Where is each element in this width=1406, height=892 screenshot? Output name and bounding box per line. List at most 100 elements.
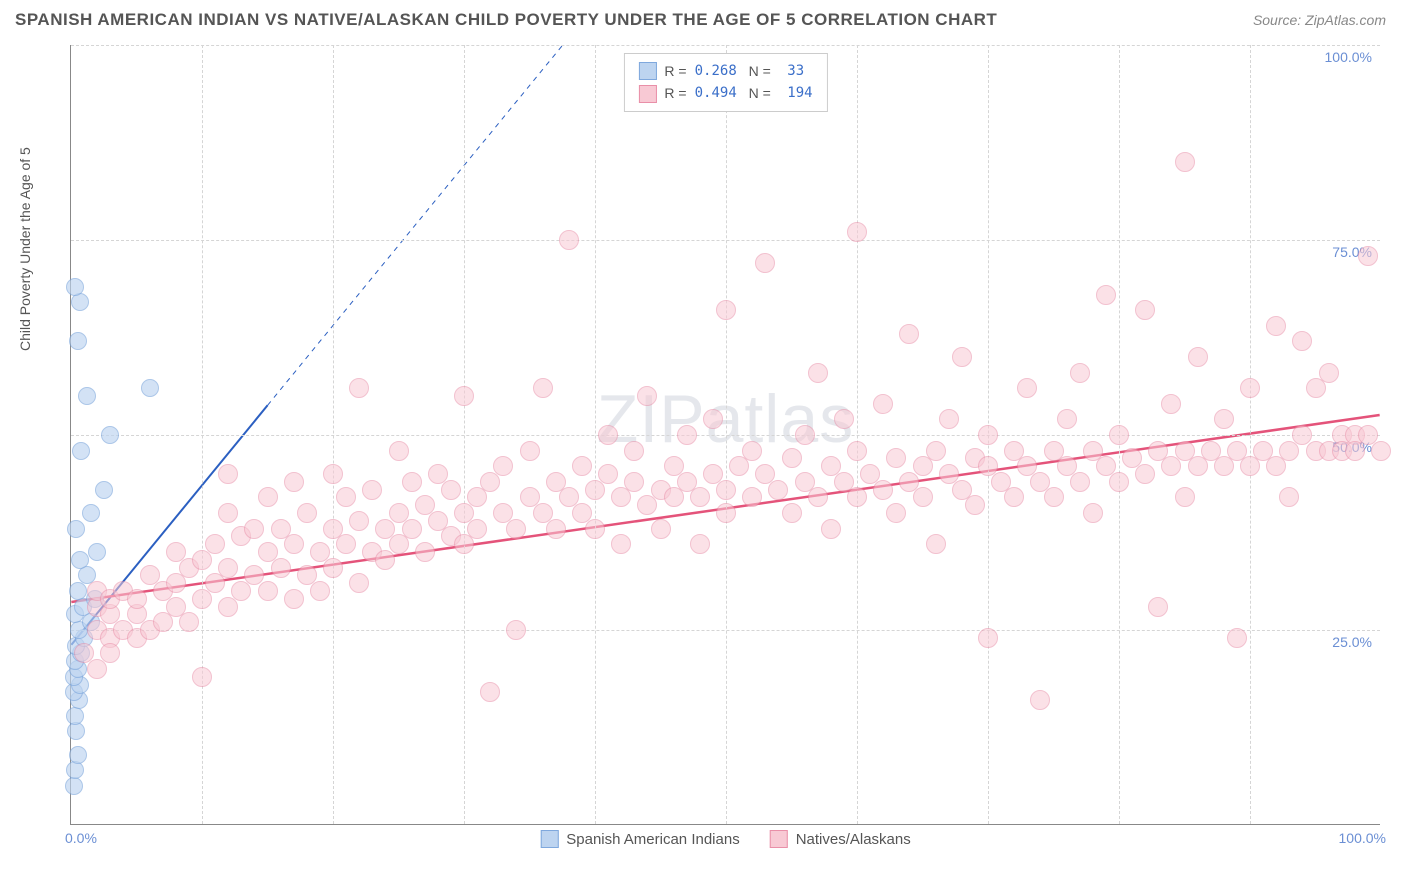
data-point — [939, 409, 959, 429]
data-point — [141, 379, 159, 397]
data-point — [520, 441, 540, 461]
data-point — [690, 487, 710, 507]
n-value: 194 — [779, 82, 813, 104]
x-label-left: 0.0% — [65, 830, 97, 846]
data-point — [899, 324, 919, 344]
data-point — [965, 495, 985, 515]
data-point — [716, 480, 736, 500]
gridline-v — [857, 45, 858, 824]
data-point — [1017, 378, 1037, 398]
y-axis-title: Child Poverty Under the Age of 5 — [17, 147, 33, 351]
data-point — [78, 387, 96, 405]
data-point — [192, 667, 212, 687]
data-point — [1214, 409, 1234, 429]
chart-container: Child Poverty Under the Age of 5 ZIPatla… — [50, 45, 1390, 845]
data-point — [624, 441, 644, 461]
data-point — [271, 558, 291, 578]
data-point — [782, 448, 802, 468]
data-point — [297, 503, 317, 523]
data-point — [375, 550, 395, 570]
data-point — [533, 378, 553, 398]
data-point — [651, 519, 671, 539]
data-point — [1227, 628, 1247, 648]
gridline-v — [1250, 45, 1251, 824]
data-point — [454, 386, 474, 406]
data-point — [1358, 246, 1378, 266]
data-point — [1148, 597, 1168, 617]
data-point — [1070, 363, 1090, 383]
series-legend: Spanish American Indians Natives/Alaskans — [540, 830, 911, 848]
data-point — [1319, 363, 1339, 383]
source-label: Source: ZipAtlas.com — [1253, 12, 1386, 28]
data-point — [284, 472, 304, 492]
data-point — [402, 519, 422, 539]
data-point — [598, 425, 618, 445]
data-point — [873, 480, 893, 500]
data-point — [716, 300, 736, 320]
data-point — [913, 487, 933, 507]
legend-label: Spanish American Indians — [566, 831, 739, 848]
data-point — [258, 487, 278, 507]
data-point — [71, 293, 89, 311]
data-point — [1175, 152, 1195, 172]
data-point — [1030, 690, 1050, 710]
data-point — [1083, 503, 1103, 523]
data-point — [244, 519, 264, 539]
plot-area: ZIPatlas R =0.268 N = 33R =0.494 N = 194… — [70, 45, 1380, 825]
data-point — [231, 581, 251, 601]
data-point — [69, 332, 87, 350]
r-label: R = — [664, 82, 686, 104]
data-point — [192, 550, 212, 570]
data-point — [1135, 300, 1155, 320]
data-point — [415, 542, 435, 562]
legend-item: Natives/Alaskans — [770, 830, 911, 848]
data-point — [349, 378, 369, 398]
gridline-v — [726, 45, 727, 824]
data-point — [69, 746, 87, 764]
data-point — [978, 425, 998, 445]
data-point — [1070, 472, 1090, 492]
data-point — [100, 643, 120, 663]
data-point — [834, 409, 854, 429]
data-point — [1188, 347, 1208, 367]
watermark-atlas: atlas — [706, 381, 855, 457]
data-point — [480, 472, 500, 492]
data-point — [362, 480, 382, 500]
data-point — [192, 589, 212, 609]
data-point — [205, 534, 225, 554]
data-point — [795, 425, 815, 445]
legend-swatch — [638, 62, 656, 80]
data-point — [952, 347, 972, 367]
data-point — [323, 464, 343, 484]
data-point — [1109, 472, 1129, 492]
chart-title: SPANISH AMERICAN INDIAN VS NATIVE/ALASKA… — [15, 10, 997, 30]
data-point — [768, 480, 788, 500]
data-point — [1109, 425, 1129, 445]
data-point — [677, 425, 697, 445]
data-point — [1004, 487, 1024, 507]
data-point — [179, 612, 199, 632]
legend-item: Spanish American Indians — [540, 830, 739, 848]
y-tick-label: 100.0% — [1325, 49, 1372, 65]
data-point — [690, 534, 710, 554]
data-point — [65, 777, 83, 795]
data-point — [441, 480, 461, 500]
data-point — [598, 464, 618, 484]
data-point — [323, 558, 343, 578]
data-point — [1135, 464, 1155, 484]
gridline-v — [333, 45, 334, 824]
data-point — [742, 487, 762, 507]
data-point — [742, 441, 762, 461]
data-point — [1161, 394, 1181, 414]
data-point — [310, 581, 330, 601]
r-label: R = — [664, 60, 686, 82]
n-value: 33 — [779, 60, 804, 82]
data-point — [886, 503, 906, 523]
data-point — [101, 426, 119, 444]
data-point — [873, 394, 893, 414]
n-label: N = — [745, 82, 771, 104]
data-point — [67, 520, 85, 538]
data-point — [72, 442, 90, 460]
data-point — [127, 589, 147, 609]
data-point — [95, 481, 113, 499]
